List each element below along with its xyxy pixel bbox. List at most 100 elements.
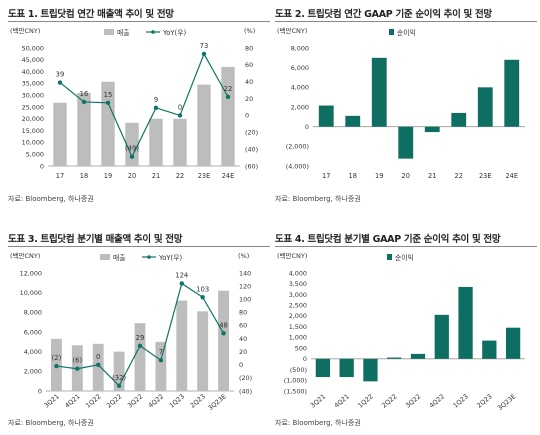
yoy-marker xyxy=(158,357,164,363)
y2-tick-label: 20 xyxy=(245,95,253,103)
bar xyxy=(434,314,449,359)
yoy-marker xyxy=(201,51,207,57)
x-tick-label: 1Q23 xyxy=(168,392,186,409)
y-tick-label: 12,000 xyxy=(20,269,42,277)
bar xyxy=(197,311,209,391)
yoy-line xyxy=(59,52,229,159)
x-tick-label: 2Q22 xyxy=(380,392,398,409)
y-tick-label: (1,000) xyxy=(284,377,307,385)
y-axis-unit-label: (백만CNY) xyxy=(10,26,40,35)
bar xyxy=(410,353,426,359)
yoy-data-label: 103 xyxy=(196,285,209,293)
bar xyxy=(482,340,497,359)
yoy-marker xyxy=(105,100,111,105)
y2-tick-label: 120 xyxy=(239,282,251,290)
bar xyxy=(315,358,331,378)
bar xyxy=(125,122,139,166)
chart-quarterly-revenue: (백만CNY) (%) 0 2,000 4,000 6,000 8,000 10,000 12,… xyxy=(10,251,252,412)
y2-tick-label: 40 xyxy=(239,335,247,343)
x-tick-label: 1Q22 xyxy=(84,392,102,409)
y-tick-label: 2,000 xyxy=(24,368,42,376)
y-tick-label: 8,000 xyxy=(24,309,42,317)
x-tick-label: 17 xyxy=(322,172,330,180)
yoy-data-label: (32) xyxy=(112,374,126,382)
y-tick-label: 500 xyxy=(295,344,307,352)
bar xyxy=(149,118,163,166)
legend-swatch-revenue xyxy=(100,254,110,260)
yoy-data-label: 7 xyxy=(159,348,163,356)
yoy-marker xyxy=(75,366,80,371)
chart-source: 자료: Bloomberg, 하나증권 xyxy=(8,419,94,427)
x-tick-label: 3Q22 xyxy=(126,392,144,409)
bar xyxy=(363,358,378,382)
y-tick-label: 0 xyxy=(40,162,44,170)
y-tick-label: 6,000 xyxy=(291,64,309,72)
y2-tick-label: (40) xyxy=(239,387,252,395)
yoy-data-label: (6) xyxy=(73,357,83,365)
y2-tick-label: (40) xyxy=(245,145,258,153)
y-tick-label: 45,000 xyxy=(22,56,44,64)
chart-source: 자료: Bloomberg, 하나증권 xyxy=(275,195,361,203)
y-tick-label: 4,000 xyxy=(291,84,309,92)
bar xyxy=(345,115,361,127)
y-axis-unit-label: (백만CNY) xyxy=(277,26,307,35)
chart-title: 도표 4. 트립닷컴 분기별 GAAP 기준 순이익 추이 및 전망 xyxy=(275,234,501,245)
yoy-marker xyxy=(116,383,122,388)
x-tick-label: 4Q22 xyxy=(428,392,446,409)
y-tick-label: 25,000 xyxy=(22,103,44,111)
y2-tick-label: 140 xyxy=(239,269,251,277)
bar xyxy=(134,323,146,391)
bar xyxy=(387,357,402,359)
legend-label-yoy: YoY(우) xyxy=(158,254,182,262)
y-tick-label: 4,000 xyxy=(289,269,307,277)
y-axis-unit-label: (백만CNY) xyxy=(277,251,307,260)
y2-tick-label: (60) xyxy=(245,162,258,170)
legend-swatch-net-income xyxy=(387,254,392,260)
legend-marker-yoy xyxy=(151,30,155,34)
y-tick-label: 2,000 xyxy=(289,312,307,320)
y-tick-label: 30,000 xyxy=(22,92,44,100)
bar xyxy=(155,341,167,391)
x-tick-label: 24E xyxy=(222,172,235,180)
legend-marker-yoy xyxy=(147,255,151,259)
chart-title: 도표 2. 트립닷컴 연간 GAAP 기준 순이익 추이 및 전망 xyxy=(275,9,492,20)
x-tick-label: 2Q23 xyxy=(189,392,207,409)
bar xyxy=(505,327,521,359)
yoy-marker xyxy=(81,99,87,105)
bar xyxy=(176,300,188,391)
yoy-data-label: 73 xyxy=(200,42,209,50)
bar xyxy=(53,102,67,166)
x-tick-label: 19 xyxy=(104,172,112,180)
y-tick-label: 0 xyxy=(303,355,307,363)
yoy-data-label: 0 xyxy=(96,353,100,361)
y-tick-label: 10,000 xyxy=(22,139,44,147)
x-tick-label: 18 xyxy=(80,172,88,180)
x-tick-label: 20 xyxy=(128,172,136,180)
y2-axis-unit-label: (%) xyxy=(238,252,249,260)
x-tick-label: 3Q21 xyxy=(309,392,327,409)
x-tick-label: 20 xyxy=(402,172,410,180)
y-axis-unit-label: (백만CNY) xyxy=(10,251,40,260)
y-tick-label: 10,000 xyxy=(20,289,42,297)
legend-swatch-net-income xyxy=(389,29,394,35)
x-tick-label: 4Q22 xyxy=(147,392,165,409)
yoy-marker xyxy=(54,363,59,369)
y-tick-label: 40,000 xyxy=(22,68,44,76)
yoy-marker xyxy=(129,154,135,159)
title-rule xyxy=(8,246,270,247)
bar xyxy=(173,118,187,166)
y-tick-label: (500) xyxy=(290,366,307,374)
y-tick-label: (1,500) xyxy=(284,387,307,395)
x-tick-label: 22 xyxy=(455,172,463,180)
title-rule xyxy=(275,246,537,247)
legend-label-yoy: YoY(우) xyxy=(162,29,186,37)
y2-tick-label: 60 xyxy=(245,61,253,69)
yoy-marker xyxy=(225,94,231,100)
y-tick-label: 5,000 xyxy=(26,151,44,159)
yoy-data-label: 0 xyxy=(178,103,182,111)
y2-tick-label: (20) xyxy=(239,374,252,382)
y-tick-label: 35,000 xyxy=(22,80,44,88)
x-tick-label: 1Q22 xyxy=(356,392,374,409)
bar xyxy=(398,126,414,159)
x-tick-label: 3Q23E xyxy=(496,392,517,412)
